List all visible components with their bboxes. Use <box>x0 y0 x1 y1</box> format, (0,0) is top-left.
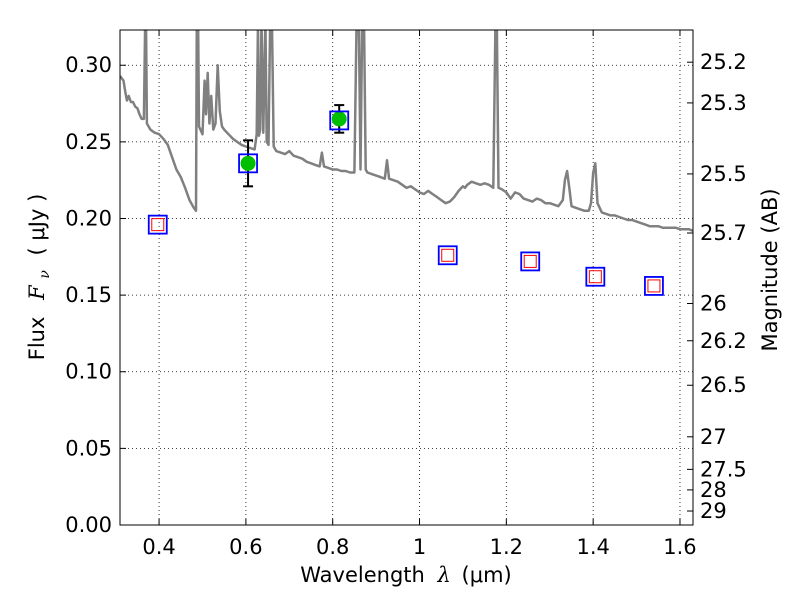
x-axis-label-text: Wavelength <box>300 563 425 587</box>
x-tick-label: 0.6 <box>229 535 262 559</box>
model-square <box>520 251 541 272</box>
x-tick-label: 1.4 <box>576 535 609 559</box>
y2-tick-label: 25.5 <box>700 162 747 186</box>
y2-tick-label: 25.7 <box>700 221 747 245</box>
limit-square <box>441 248 455 262</box>
plot-area <box>120 30 693 296</box>
y2-tick-label: 27.5 <box>700 457 747 481</box>
x-tick-label: 0.8 <box>316 535 349 559</box>
model-square <box>238 153 258 174</box>
limit-square <box>523 254 537 268</box>
limit-square <box>151 218 165 232</box>
y-axis-label: Flux F ν ( μJy ) <box>25 194 54 361</box>
x-axis-label: Wavelength λ (μm) <box>300 563 511 587</box>
model-square <box>585 266 606 287</box>
y2-axis-label: Magnitude (AB) <box>758 188 782 351</box>
measured-point <box>240 155 256 171</box>
y2-tick-label: 28 <box>700 478 727 502</box>
x-axis-label-unit: (μm) <box>462 563 512 587</box>
y2-tick-label: 27 <box>700 425 727 449</box>
x-tick-label: 1.6 <box>663 535 696 559</box>
axes-frame <box>119 29 694 526</box>
y2-tick-label: 26.5 <box>700 373 747 397</box>
y-axis-label-text: Flux <box>25 317 49 361</box>
y-tick-label: 0.25 <box>65 130 112 154</box>
y2-tick-label: 26.2 <box>700 329 747 353</box>
model-square <box>644 276 664 296</box>
y-axis-label-unit: ( μJy ) <box>25 194 49 256</box>
model-square <box>329 110 350 131</box>
axis-ticks: 0.4 0.6 0.8 1 1.2 1.4 1.6 0.00 0.05 0.10 0.15 0.20 0… <box>65 30 747 559</box>
y-tick-label: 0.30 <box>65 53 112 77</box>
y2-tick-label: 26 <box>700 291 727 315</box>
y-tick-label: 0.20 <box>65 206 112 230</box>
x-tick-label: 0.4 <box>142 535 175 559</box>
grid <box>120 30 693 526</box>
axis-labels: Wavelength λ (μm) Flux F ν ( μJy ) Magni… <box>25 188 782 587</box>
model-square <box>147 214 168 235</box>
y2-tick-label: 29 <box>700 499 727 523</box>
y2-tick-label: 25.3 <box>700 91 747 115</box>
spectrum-line <box>120 30 693 232</box>
limit-square <box>647 279 661 293</box>
y-axis-label-subscript: ν <box>37 270 53 279</box>
y-tick-label: 0.05 <box>65 436 112 460</box>
model-square <box>437 245 458 266</box>
x-axis-label-symbol: λ <box>437 563 451 587</box>
limit-square <box>588 270 602 284</box>
measured-point <box>331 111 347 127</box>
y-tick-label: 0.15 <box>65 283 112 307</box>
x-tick-label: 1 <box>413 535 426 559</box>
y-axis-label-symbol: F <box>25 284 49 301</box>
y2-tick-label: 25.2 <box>700 50 747 74</box>
x-tick-label: 1.2 <box>490 535 523 559</box>
y-tick-label: 0.10 <box>65 360 112 384</box>
y-tick-label: 0.00 <box>65 513 112 537</box>
